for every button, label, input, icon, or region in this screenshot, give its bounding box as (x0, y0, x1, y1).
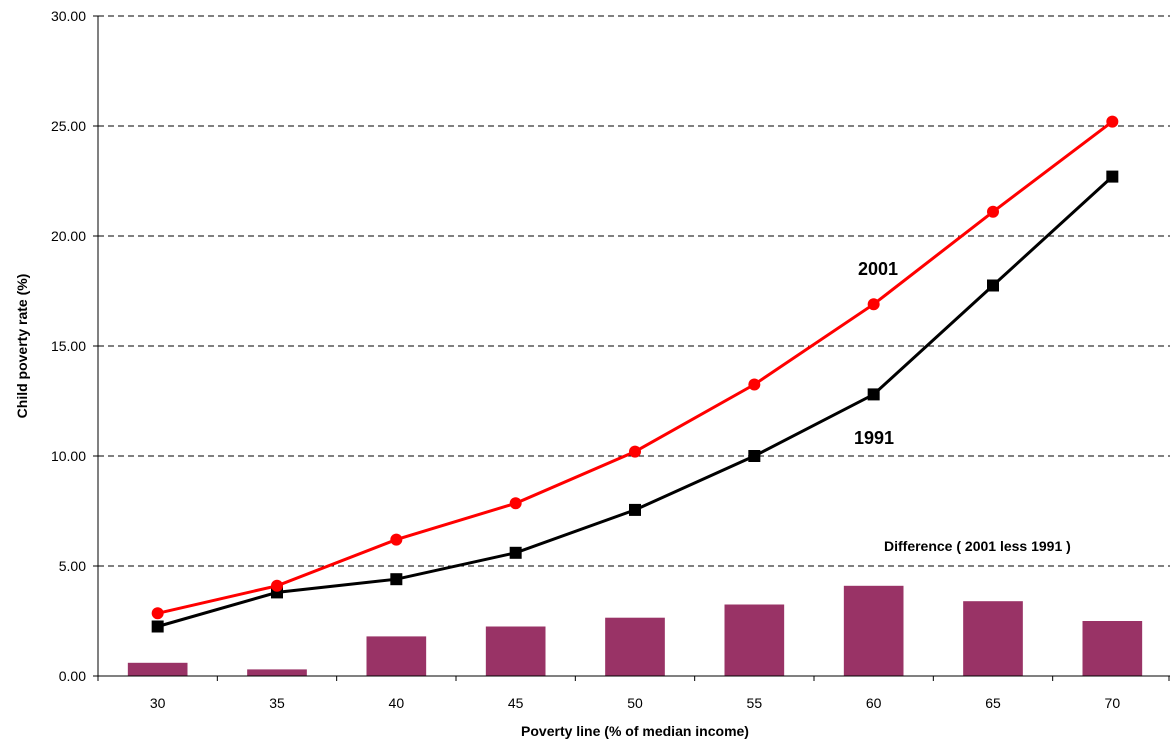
x-tick-label: 30 (150, 695, 166, 711)
point-2001 (151, 607, 164, 620)
point-2001 (867, 298, 880, 311)
y-tick-label: 0.00 (59, 668, 86, 684)
x-tick-label: 60 (866, 695, 882, 711)
x-tick-label: 50 (627, 695, 643, 711)
difference-label: Difference ( 2001 less 1991 ) (884, 538, 1071, 554)
y-tick-label: 25.00 (51, 118, 86, 134)
x-tick-label: 40 (389, 695, 405, 711)
x-tick-label: 65 (985, 695, 1001, 711)
point-1991 (509, 546, 522, 559)
x-tick-label: 70 (1105, 695, 1121, 711)
difference-bar (485, 626, 546, 676)
y-tick-label: 30.00 (51, 8, 86, 24)
point-2001 (748, 378, 761, 391)
x-tick-labels: 30 35 40 45 50 55 60 65 70 (150, 695, 1120, 711)
axes (97, 16, 1170, 681)
difference-bar (127, 662, 188, 676)
x-tick-label: 55 (747, 695, 763, 711)
point-1991 (390, 573, 403, 586)
point-2001 (629, 445, 641, 458)
difference-bar (605, 617, 665, 676)
y-axis-title: Child poverty rate (%) (14, 274, 30, 419)
point-1991 (867, 388, 880, 401)
difference-bar (366, 636, 427, 676)
difference-bar (843, 585, 904, 676)
point-2001 (509, 497, 522, 510)
y-tick-labels: 0.00 5.00 10.00 15.00 20.00 25.00 30.00 (51, 8, 86, 684)
difference-bar (247, 669, 307, 676)
x-tick-label: 45 (508, 695, 524, 711)
y-tick-label: 5.00 (59, 558, 86, 574)
difference-bars (127, 585, 1143, 676)
series-line-1991 (157, 175, 1114, 628)
series-label-1991: 1991 (854, 428, 894, 448)
y-tick-label: 15.00 (51, 338, 86, 354)
series-label-2001: 2001 (858, 259, 898, 279)
difference-bar (1082, 621, 1143, 676)
x-tick-label: 35 (269, 695, 285, 711)
point-2001 (987, 205, 999, 218)
point-1991 (629, 503, 641, 516)
point-1991 (1106, 170, 1119, 183)
point-2001 (271, 579, 283, 592)
difference-bar (963, 601, 1023, 676)
point-1991 (987, 279, 999, 292)
point-2001 (1106, 115, 1119, 128)
difference-bar (724, 604, 785, 676)
gridlines (93, 15, 1170, 677)
point-1991 (748, 450, 761, 462)
x-axis-title: Poverty line (% of median income) (521, 723, 749, 739)
point-1991 (151, 620, 164, 633)
series-lines (151, 115, 1119, 633)
y-tick-label: 20.00 (51, 228, 86, 244)
y-tick-label: 10.00 (51, 448, 86, 464)
point-2001 (390, 533, 403, 546)
